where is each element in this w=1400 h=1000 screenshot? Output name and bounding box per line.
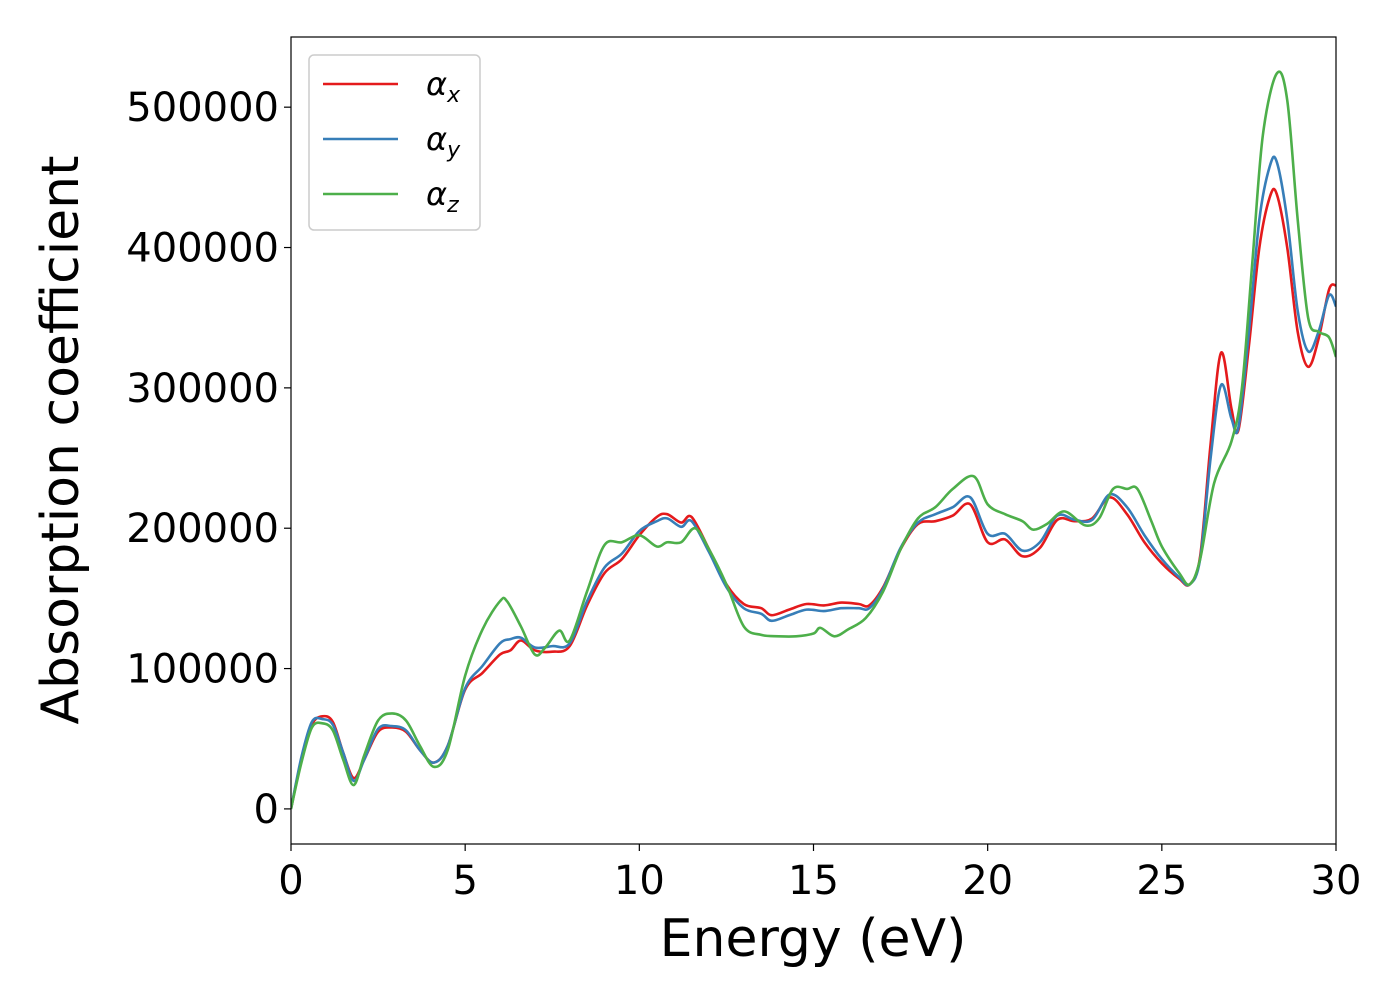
- x-tick-label: 20: [962, 858, 1013, 904]
- series-line-y: [291, 155, 1336, 810]
- x-axis-ticks: 0 5 10 15 20 25 30: [278, 844, 1361, 904]
- y-axis-ticks: 0 100000 200000 300000 400000 500000: [126, 85, 291, 833]
- y-tick-label: 0: [254, 787, 279, 833]
- x-axis-title: Energy (eV): [660, 909, 967, 969]
- x-tick-label: 15: [788, 858, 839, 904]
- series-line-x: [291, 187, 1336, 810]
- series-line-z: [291, 70, 1336, 810]
- y-tick-label: 500000: [126, 85, 279, 131]
- x-tick-label: 25: [1136, 858, 1187, 904]
- y-tick-label: 100000: [126, 647, 279, 693]
- x-tick-label: 10: [614, 858, 665, 904]
- x-tick-label: 5: [452, 858, 477, 904]
- x-tick-label: 0: [278, 858, 303, 904]
- y-tick-label: 300000: [126, 366, 279, 412]
- legend-box: [308, 54, 481, 231]
- y-axis-title: Absorption coefficient: [31, 155, 91, 724]
- x-tick-label: 30: [1311, 858, 1362, 904]
- plot-lines: [291, 70, 1336, 810]
- y-tick-label: 400000: [126, 226, 279, 272]
- y-tick-label: 200000: [126, 506, 279, 552]
